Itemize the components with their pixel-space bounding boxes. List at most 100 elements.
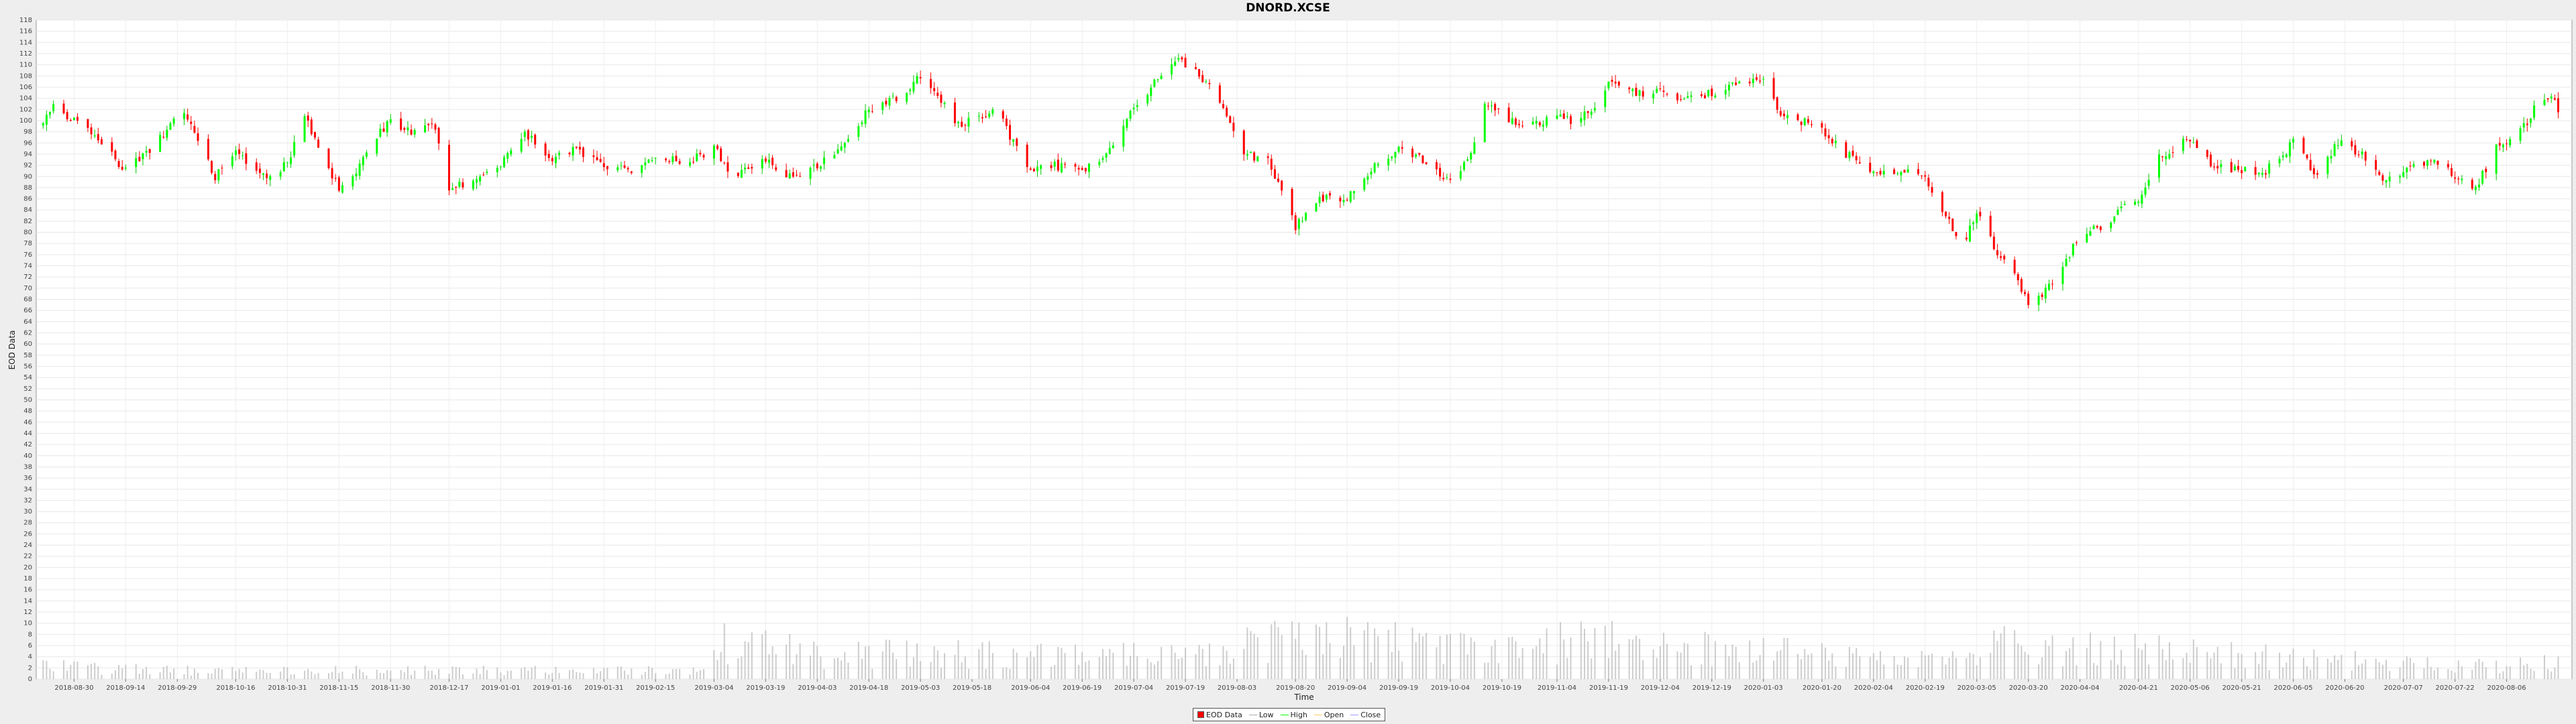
- candle-body: [447, 144, 450, 191]
- volume-bar: [1298, 622, 1300, 679]
- candle-body: [1851, 150, 1854, 156]
- volume-bar: [1639, 638, 1641, 679]
- candle-body: [2526, 123, 2528, 125]
- candle-body: [2237, 166, 2239, 170]
- volume-bar: [689, 674, 691, 679]
- volume-bar: [1253, 634, 1255, 679]
- candle-body: [2110, 223, 2112, 229]
- candle-body: [1160, 75, 1163, 79]
- volume-bar: [2375, 658, 2377, 679]
- candle-body: [1281, 180, 1283, 191]
- candle-body: [751, 167, 753, 169]
- candle-body: [764, 158, 767, 162]
- candle-body: [1342, 200, 1345, 202]
- volume-bar: [1859, 656, 1861, 679]
- candle-body: [431, 123, 433, 125]
- candle-body: [2333, 144, 2336, 156]
- candlesticks: [42, 53, 2559, 312]
- candle-body: [641, 165, 643, 173]
- candle-body: [665, 158, 667, 161]
- volume-bar: [390, 670, 392, 679]
- volume-bar: [1900, 665, 1902, 679]
- volume-bar: [1267, 662, 1269, 679]
- volume-bar: [1463, 634, 1465, 679]
- volume-bar: [737, 658, 739, 679]
- candle-body: [740, 170, 743, 178]
- volume-bar: [954, 654, 956, 679]
- volume-bar: [1996, 641, 1998, 679]
- x-tick-label: 2019-09-04: [1328, 684, 1366, 692]
- candle-body: [1562, 113, 1565, 119]
- candle-body: [819, 166, 822, 169]
- y-tick-label: 54: [23, 374, 32, 381]
- volume-bar: [1780, 650, 1782, 679]
- volume-bar: [379, 672, 381, 679]
- candle-body: [1538, 122, 1541, 125]
- candle-body: [668, 161, 671, 162]
- candle-body: [1559, 114, 1562, 117]
- volume-bar: [1508, 637, 1510, 679]
- volume-bar: [1222, 646, 1224, 679]
- candle-body: [1108, 147, 1111, 154]
- volume-bar: [768, 654, 770, 679]
- y-tick-label: 24: [23, 542, 32, 549]
- candle-body: [1542, 124, 1544, 127]
- y-tick-label: 106: [19, 84, 32, 91]
- candle-body: [940, 95, 943, 103]
- volume-bar: [1880, 651, 1882, 679]
- volume-bar: [111, 673, 113, 679]
- volume-bar: [1081, 652, 1083, 679]
- candle-body: [1976, 213, 1978, 223]
- y-tick-label: 44: [23, 430, 32, 437]
- volume-bar: [1917, 667, 1919, 679]
- candle-body: [1370, 172, 1373, 175]
- candle-body: [712, 145, 715, 159]
- x-tick-label: 2019-01-31: [584, 684, 623, 692]
- candle-body: [2003, 255, 2006, 260]
- volume-bar: [76, 662, 78, 679]
- volume-bar: [1326, 622, 1328, 679]
- volume-bar: [2365, 659, 2367, 679]
- candle-body: [2412, 164, 2415, 167]
- candle-body: [2519, 128, 2522, 141]
- volume-bar: [91, 664, 93, 679]
- candle-body: [93, 135, 96, 137]
- candle-body: [795, 174, 798, 176]
- y-tick-label: 12: [23, 609, 32, 616]
- volume-bar: [2430, 666, 2432, 679]
- volume-bar: [1618, 644, 1620, 679]
- volume-bar: [1009, 668, 1011, 679]
- volume-bar: [2481, 661, 2483, 679]
- volume-bar: [352, 673, 354, 679]
- volume-bar: [2017, 643, 2019, 679]
- candle-body: [1008, 125, 1011, 140]
- volume-bar: [1707, 634, 1709, 679]
- candle-body: [2454, 177, 2457, 179]
- volume-bar: [2454, 672, 2456, 679]
- candle-body: [1879, 170, 1882, 175]
- candle-body: [1352, 191, 1355, 194]
- candle-body: [341, 185, 343, 193]
- volume-bar: [1484, 662, 1486, 679]
- candle-body: [503, 157, 506, 167]
- volume-bar: [2279, 652, 2281, 679]
- candle-body: [1628, 87, 1631, 89]
- volume-bar: [833, 658, 835, 679]
- volume-bar: [909, 666, 911, 679]
- volume-bar: [603, 668, 605, 679]
- candle-body: [1077, 168, 1080, 170]
- candle-body: [771, 158, 774, 166]
- candle-body: [592, 155, 595, 158]
- candle-body: [1965, 237, 1968, 240]
- volume-bar: [335, 666, 337, 679]
- volume-bar: [486, 670, 488, 679]
- candle-body: [864, 110, 867, 124]
- volume-bar: [527, 670, 529, 679]
- candle-body: [1315, 203, 1318, 212]
- candle-body: [1394, 152, 1397, 158]
- volume-bar: [183, 674, 185, 679]
- volume-bar: [751, 632, 753, 679]
- candle-body: [957, 121, 960, 124]
- candle-body: [2182, 138, 2184, 152]
- y-axis-ticks: 0246810121416182022242628303234363840424…: [19, 17, 32, 683]
